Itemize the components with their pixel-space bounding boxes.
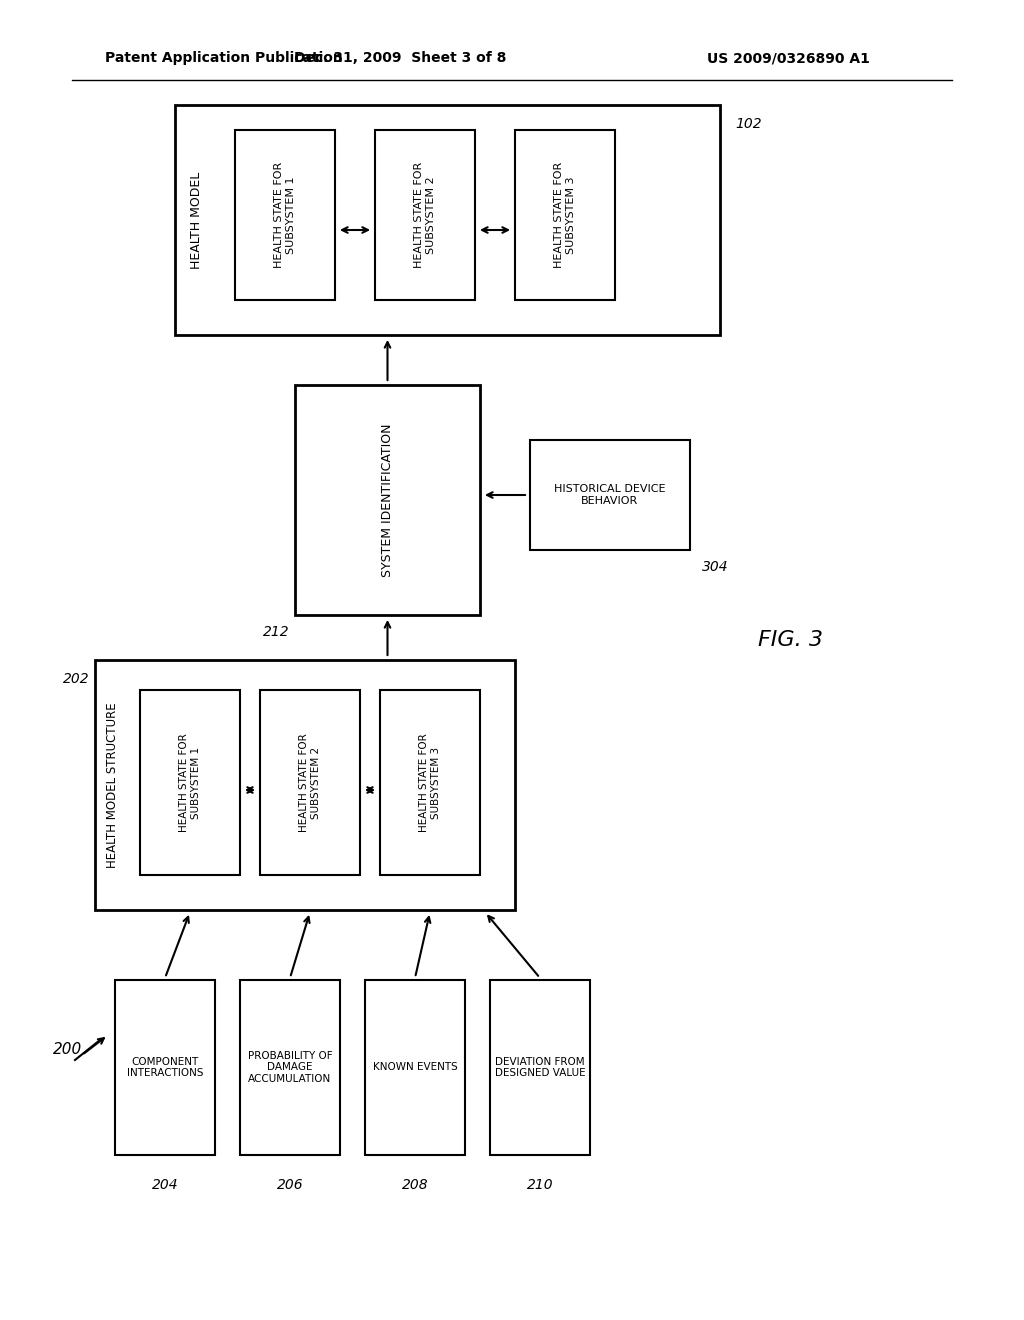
Text: HEALTH STATE FOR
SUBSYSTEM 3: HEALTH STATE FOR SUBSYSTEM 3 xyxy=(419,733,440,832)
Bar xyxy=(175,106,720,335)
Bar xyxy=(115,979,215,1155)
Text: 212: 212 xyxy=(263,624,290,639)
Text: SYSTEM IDENTIFICATION: SYSTEM IDENTIFICATION xyxy=(381,424,394,577)
Text: HEALTH STATE FOR
SUBSYSTEM 2: HEALTH STATE FOR SUBSYSTEM 2 xyxy=(414,162,436,268)
Text: 210: 210 xyxy=(526,1177,553,1192)
Bar xyxy=(240,979,340,1155)
Text: 202: 202 xyxy=(63,672,90,686)
Bar xyxy=(380,690,480,875)
Text: 304: 304 xyxy=(702,560,729,574)
Bar xyxy=(140,690,240,875)
Text: HEALTH STATE FOR
SUBSYSTEM 2: HEALTH STATE FOR SUBSYSTEM 2 xyxy=(299,733,321,832)
Bar xyxy=(375,129,475,300)
Text: 200: 200 xyxy=(53,1043,83,1057)
Bar xyxy=(295,385,480,615)
Bar xyxy=(365,979,465,1155)
Bar xyxy=(234,129,335,300)
Text: 208: 208 xyxy=(401,1177,428,1192)
Text: Patent Application Publication: Patent Application Publication xyxy=(105,51,343,65)
Bar xyxy=(490,979,590,1155)
Text: HEALTH STATE FOR
SUBSYSTEM 1: HEALTH STATE FOR SUBSYSTEM 1 xyxy=(179,733,201,832)
Bar xyxy=(515,129,615,300)
Text: 204: 204 xyxy=(152,1177,178,1192)
Text: KNOWN EVENTS: KNOWN EVENTS xyxy=(373,1063,458,1072)
Text: HEALTH MODEL STRUCTURE: HEALTH MODEL STRUCTURE xyxy=(106,702,120,867)
Text: Dec. 31, 2009  Sheet 3 of 8: Dec. 31, 2009 Sheet 3 of 8 xyxy=(294,51,506,65)
Text: 102: 102 xyxy=(735,117,762,131)
Text: PROBABILITY OF
DAMAGE
ACCUMULATION: PROBABILITY OF DAMAGE ACCUMULATION xyxy=(248,1051,333,1084)
Text: HEALTH MODEL: HEALTH MODEL xyxy=(190,172,204,269)
Bar xyxy=(260,690,360,875)
Text: HISTORICAL DEVICE
BEHAVIOR: HISTORICAL DEVICE BEHAVIOR xyxy=(554,484,666,506)
Text: HEALTH STATE FOR
SUBSYSTEM 3: HEALTH STATE FOR SUBSYSTEM 3 xyxy=(554,162,575,268)
Bar xyxy=(530,440,690,550)
Text: 206: 206 xyxy=(276,1177,303,1192)
Text: COMPONENT
INTERACTIONS: COMPONENT INTERACTIONS xyxy=(127,1057,203,1078)
Text: HEALTH STATE FOR
SUBSYSTEM 1: HEALTH STATE FOR SUBSYSTEM 1 xyxy=(274,162,296,268)
Text: US 2009/0326890 A1: US 2009/0326890 A1 xyxy=(708,51,870,65)
Text: DEVIATION FROM
DESIGNED VALUE: DEVIATION FROM DESIGNED VALUE xyxy=(495,1057,586,1078)
Bar xyxy=(95,660,515,909)
Text: FIG. 3: FIG. 3 xyxy=(758,630,822,649)
